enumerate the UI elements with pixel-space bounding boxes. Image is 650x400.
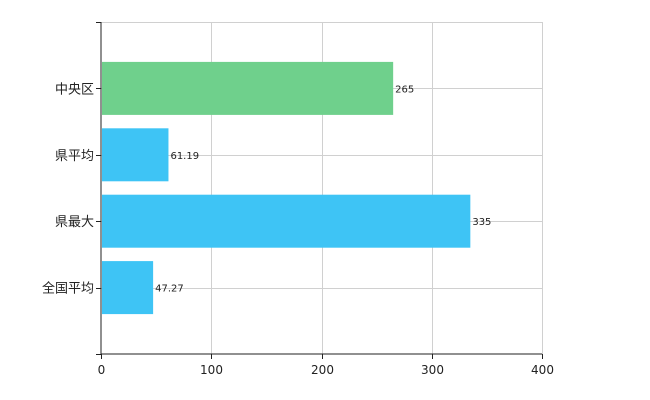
data-label-4: 47.27 [155, 284, 184, 295]
category-label-2: 県平均 [55, 149, 94, 164]
bar-1 [102, 61, 394, 115]
x-tick-label-200: 200 [311, 363, 334, 377]
bar-4 [102, 261, 154, 315]
x-tick-label-400: 400 [531, 363, 554, 377]
data-label-1: 265 [395, 84, 414, 95]
axes [100, 22, 542, 355]
data-label-3: 335 [472, 217, 491, 228]
bars [102, 61, 471, 315]
ticks [96, 22, 543, 359]
x-tick-label-300: 300 [421, 363, 444, 377]
category-label-1: 中央区 [55, 82, 94, 97]
data-label-2: 61.19 [170, 151, 199, 162]
bar-3 [102, 194, 471, 248]
x-tick-label-0: 0 [98, 363, 106, 377]
category-label-3: 県最大 [55, 215, 94, 230]
x-tick-label-100: 100 [200, 363, 223, 377]
labels: 265 中央区 61.19 県平均 335 県最大 47.27 全国平均 0 100 200 300 4… [42, 82, 554, 377]
bar-2 [102, 128, 169, 182]
category-label-4: 全国平均 [42, 281, 94, 297]
